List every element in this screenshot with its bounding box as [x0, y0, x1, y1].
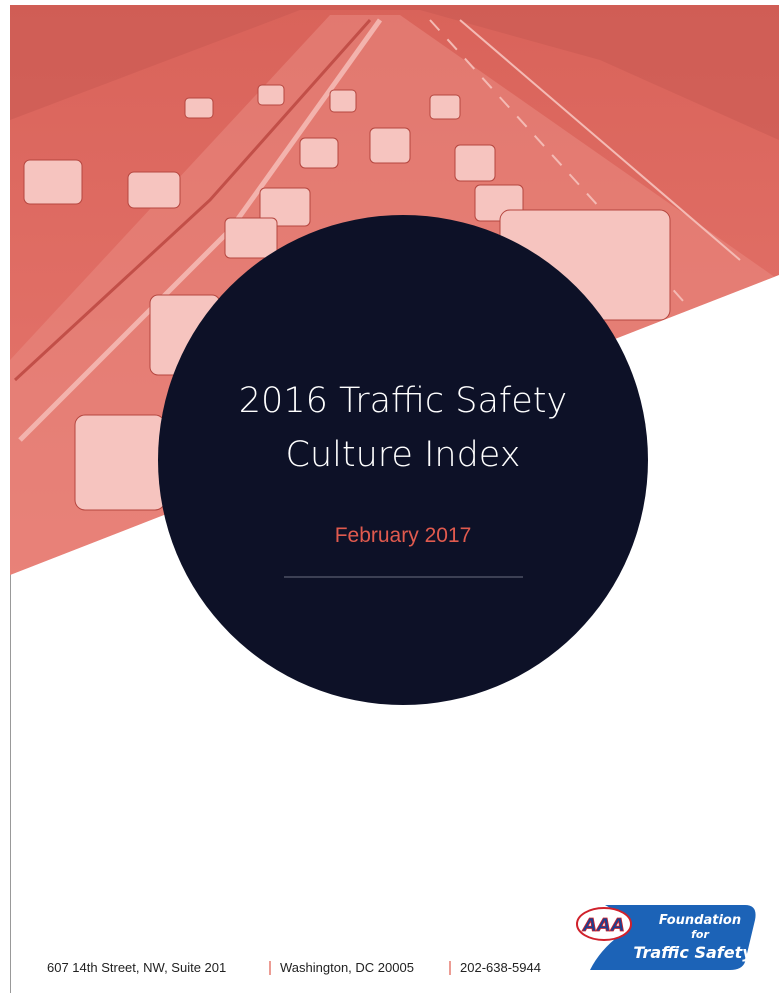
logo-text: Foundation [659, 913, 741, 928]
cover-page: 2016 Traffic Safety Culture Index Februa… [0, 0, 779, 993]
phone: 202-638-5944 [460, 960, 541, 975]
logo-text: Traffic Safety [633, 943, 753, 962]
logo: AAA Foundation for Traffic Safety [577, 905, 756, 970]
logo-text: for [691, 928, 709, 941]
address: 607 14th Street, NW, Suite 201 [47, 960, 226, 975]
title-line: Culture Index [286, 435, 521, 475]
logo-aaa: AAA [581, 915, 625, 936]
address: Washington, DC 20005 [280, 960, 414, 975]
title-line: 2016 Traffic Safety [239, 381, 567, 421]
date: February 2017 [335, 524, 472, 547]
